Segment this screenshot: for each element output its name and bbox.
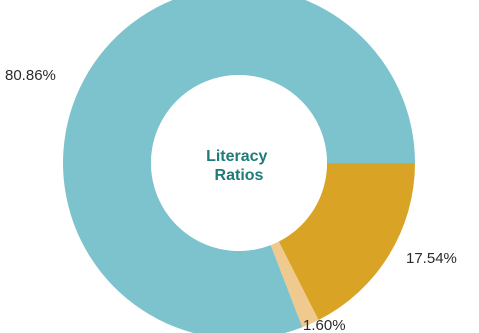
donut-slice-2: [63, 0, 415, 333]
chart-title-line-1: Literacy: [206, 148, 267, 165]
chart-title: Literacy Ratios: [206, 148, 272, 184]
donut-slices: [63, 0, 415, 333]
donut-center-hole: [151, 75, 327, 251]
chart-title-line-2: Ratios: [215, 167, 264, 184]
slice-label-2: 80.86%: [5, 67, 56, 84]
slice-label-0: 17.54%: [406, 250, 457, 267]
slice-labels: 17.54% 1.60% 80.86%: [5, 67, 457, 333]
donut-slice-0: [278, 163, 415, 321]
slice-label-1: 1.60%: [303, 317, 346, 333]
donut-slice-1: [270, 241, 319, 328]
